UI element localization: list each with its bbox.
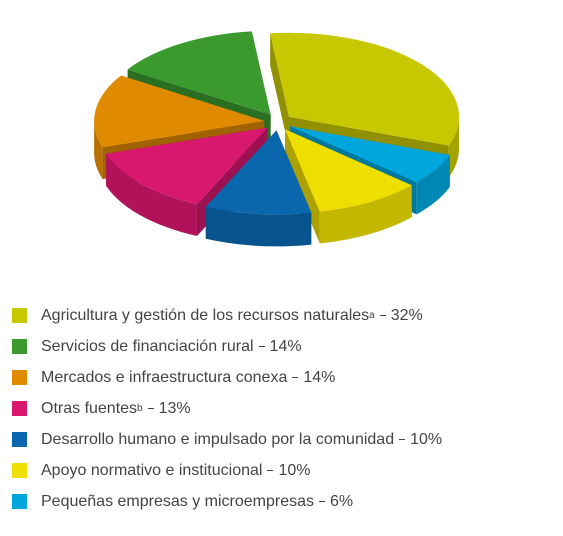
chart [94, 31, 460, 247]
legend-label: Apoyo normativo e institucional [41, 461, 263, 479]
legend-item: Servicios de financiación rural 14% [12, 331, 442, 362]
legend-label: Otras fuentes [41, 399, 138, 417]
slice [205, 130, 312, 215]
legend-value: 14% [303, 368, 336, 386]
legend-separator [292, 377, 299, 378]
legend-value: 6% [330, 492, 354, 510]
slice-group [285, 129, 412, 244]
slice-side [94, 120, 103, 180]
slice [285, 129, 412, 212]
legend-item: Desarrollo humano e impulsado por la com… [12, 424, 442, 455]
legend-value: 13% [158, 399, 191, 417]
legend-swatch [12, 432, 27, 447]
slice-side [448, 116, 460, 178]
legend-separator [258, 346, 265, 347]
legend-label: Mercados e infraestructura conexa [41, 368, 288, 386]
legend-separator [267, 470, 274, 471]
legend-item: Otras fuentes b 13% [12, 393, 442, 424]
slice [106, 127, 268, 205]
legend-separator [379, 315, 386, 316]
slice-wall [270, 33, 290, 149]
legend-item: Pequeñas empresas y microempresas 6% [12, 486, 442, 517]
slice-side [319, 185, 412, 244]
legend-value: 10% [278, 461, 311, 479]
legend-value: 14% [269, 337, 302, 355]
slice [94, 75, 265, 148]
legend-swatch [12, 494, 27, 509]
legend-separator [399, 439, 406, 440]
legend-value: 32% [390, 306, 423, 324]
legend-swatch [12, 370, 27, 385]
legend: Agricultura y gestión de los recursos na… [12, 300, 442, 517]
legend-swatch [12, 463, 27, 478]
legend-item: Mercados e infraestructura conexa 14% [12, 362, 442, 393]
legend-swatch [12, 339, 27, 354]
legend-label: Desarrollo humano e impulsado por la com… [41, 430, 395, 448]
slice-side [416, 155, 450, 215]
slice-side [106, 153, 197, 237]
legend-label: Pequeñas empresas y microempresas [41, 492, 315, 510]
legend-separator [319, 501, 326, 502]
legend-value: 10% [410, 430, 443, 448]
legend-item: Agricultura y gestión de los recursos na… [12, 300, 442, 331]
legend-swatch [12, 401, 27, 416]
legend-label: Servicios de financiación rural [41, 337, 254, 355]
legend-item: Apoyo normativo e institucional 10% [12, 455, 442, 486]
legend-separator [147, 408, 154, 409]
slice-side [205, 206, 312, 247]
legend-swatch [12, 308, 27, 323]
slice [290, 126, 450, 183]
slice [127, 31, 271, 115]
legend-label: Agricultura y gestión de los recursos na… [41, 306, 370, 324]
slice [270, 32, 460, 146]
slice-group [205, 130, 312, 247]
